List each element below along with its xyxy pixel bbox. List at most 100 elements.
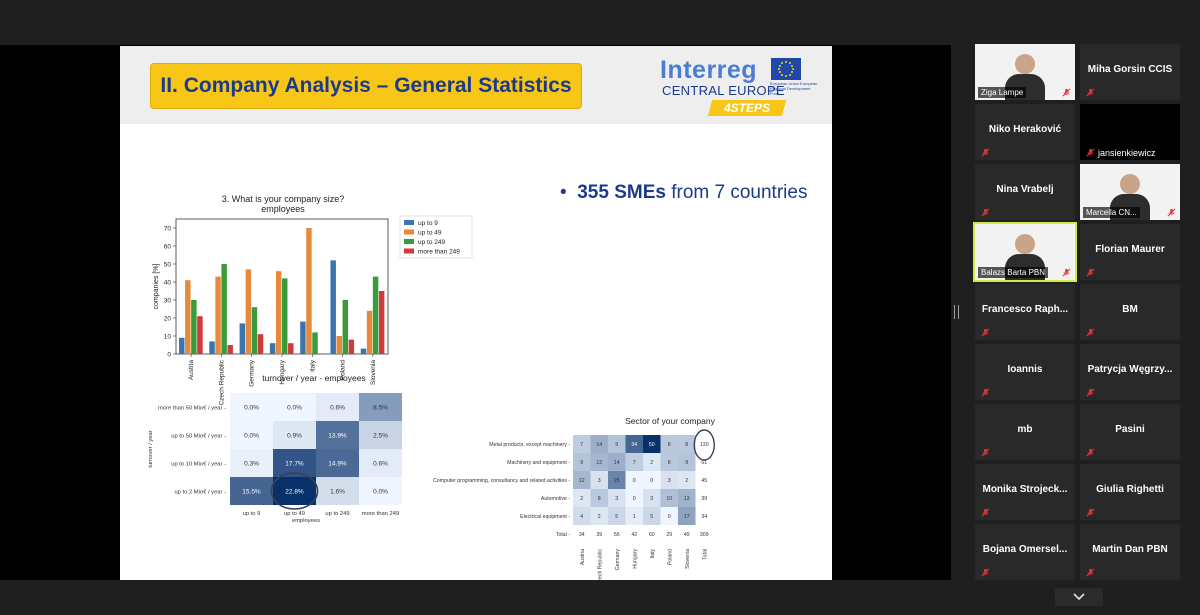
- participant-tile[interactable]: jansienkiewicz: [1080, 104, 1180, 160]
- heatmap-title: Sector of your company: [625, 416, 716, 426]
- heatmap-cell: [316, 449, 359, 477]
- participant-name: mb: [1017, 424, 1033, 435]
- col-label: Germany: [615, 549, 621, 571]
- cell-label: 0.0%: [287, 405, 302, 412]
- row-label: Automotive -: [541, 496, 570, 502]
- participant-tile[interactable]: Martin Dan PBN: [1080, 524, 1180, 580]
- cell-label: 42: [631, 532, 637, 538]
- heatmap-cell: [695, 489, 713, 507]
- bar-italy-1: [306, 228, 312, 354]
- cell-label: 50: [649, 442, 655, 448]
- cell-label: 13: [684, 496, 690, 502]
- heatmap-cell: [660, 453, 678, 471]
- cell-label: 5: [650, 514, 653, 520]
- cell-label: 3: [598, 478, 601, 484]
- bar-poland-2: [342, 300, 349, 354]
- participant-tile[interactable]: Ioannis: [975, 344, 1075, 400]
- col-label: up to 249: [325, 511, 349, 517]
- bar-czech-republic-3: [227, 345, 233, 354]
- col-label: Poland: [667, 549, 673, 565]
- heatmap-cell: [608, 507, 626, 525]
- heatmap-cell: [625, 453, 643, 471]
- cell-label: 0: [633, 496, 636, 502]
- eu-fund-text: European Union European Regional Develop…: [770, 81, 818, 96]
- cell-label: 8.5%: [373, 405, 388, 412]
- heatmap-cell: [678, 507, 696, 525]
- bar-germany-0: [239, 323, 246, 354]
- heatmap-cell: [625, 489, 643, 507]
- participant-tile[interactable]: Bojana Omersel...: [975, 524, 1075, 580]
- cell-label: 8: [668, 460, 671, 466]
- participant-tile[interactable]: Niko Heraković: [975, 104, 1075, 160]
- heatmap-cell: [678, 525, 696, 543]
- participant-tile[interactable]: Marcella CN...: [1080, 164, 1180, 220]
- participant-tile[interactable]: Miha Gorsin CCIS: [1080, 44, 1180, 100]
- heatmap-cell: [573, 525, 591, 543]
- heatmap-cell: [316, 393, 359, 421]
- participant-tile[interactable]: Giulia Righetti: [1080, 464, 1180, 520]
- row-label: up to 2 Mio€ / year -: [174, 490, 226, 496]
- muted-mic-icon: [1086, 508, 1095, 517]
- slide-title: II. Company Analysis – General Statistic…: [160, 74, 572, 97]
- x-tick-label: Germany: [249, 359, 256, 386]
- heatmap-cell: [359, 477, 402, 505]
- participant-tile[interactable]: Patrycja Węgrzy...: [1080, 344, 1180, 400]
- participant-tile[interactable]: Pasini: [1080, 404, 1180, 460]
- cell-label: 12: [579, 478, 585, 484]
- x-tick-label: Poland: [340, 360, 347, 381]
- heatmap-cell: [643, 453, 661, 471]
- participant-name: Marcella CN...: [1083, 207, 1140, 218]
- heatmap-cell: [590, 489, 608, 507]
- cell-label: 1.6%: [330, 489, 345, 496]
- y-tick-label: 60: [164, 244, 172, 251]
- muted-mic-icon: [1086, 448, 1095, 457]
- panel-resize-handle[interactable]: [954, 305, 959, 319]
- heatmap-cell: [359, 421, 402, 449]
- eu-flag-icon: [771, 58, 801, 80]
- muted-mic-icon: [1086, 88, 1095, 97]
- muted-mic-icon: [1062, 268, 1071, 277]
- participant-name: Miha Gorsin CCIS: [1087, 64, 1173, 75]
- row-label: Electrical equipment -: [520, 514, 570, 520]
- heatmap-cell: [660, 471, 678, 489]
- turnover-heatmap: turnover / year - employees 0.0% 0.0% 0.6% 8…: [148, 373, 402, 524]
- heatmap-cell: [590, 525, 608, 543]
- heatmap-cell: [573, 435, 591, 453]
- participant-tile[interactable]: Florian Maurer: [1080, 224, 1180, 280]
- row-label: Total -: [556, 532, 570, 538]
- heatmap-cell: [608, 435, 626, 453]
- expand-gallery-button[interactable]: [1055, 588, 1103, 606]
- cell-label: 0.3%: [244, 461, 259, 468]
- heatmap-cell: [273, 477, 316, 505]
- y-tick-label: 20: [164, 316, 172, 323]
- heatmap-cell: [573, 453, 591, 471]
- col-label: more than 249: [362, 511, 399, 517]
- participant-tile[interactable]: Francesco Raph...: [975, 284, 1075, 340]
- participant-tile[interactable]: Nina Vrabelj: [975, 164, 1075, 220]
- x-tick-label: Italy: [309, 359, 316, 372]
- cell-label: 0.0%: [244, 405, 259, 412]
- cell-label: 0.9%: [287, 433, 302, 440]
- bar-slovenia-1: [366, 310, 373, 354]
- heatmap-cell: [643, 507, 661, 525]
- cell-label: 45: [701, 478, 707, 484]
- cell-label: 2: [598, 514, 601, 520]
- cell-label: 0.0%: [373, 489, 388, 496]
- bar-germany-3: [257, 334, 264, 354]
- col-label: Total: [702, 549, 708, 560]
- col-label: Czech Republic: [597, 549, 603, 580]
- participant-tile[interactable]: Balazs Barta PBN: [973, 222, 1077, 282]
- cell-label: 22.8%: [285, 489, 304, 496]
- participant-tile[interactable]: BM: [1080, 284, 1180, 340]
- cell-label: 14: [614, 460, 620, 466]
- participant-tile[interactable]: Ziga Lampe: [975, 44, 1075, 100]
- legend-swatch: [404, 248, 414, 254]
- y-axis-label: companies [%]: [153, 263, 160, 309]
- x-tick-label: Austria: [188, 360, 195, 381]
- bar-austria-2: [191, 300, 197, 354]
- participant-name: Patrycja Węgrzy...: [1087, 364, 1173, 375]
- participant-tile[interactable]: Monika Strojeck...: [975, 464, 1075, 520]
- participant-tile[interactable]: mb: [975, 404, 1075, 460]
- participant-name: Nina Vrabelj: [996, 184, 1054, 195]
- row-label: up to 50 Mio€ / year -: [171, 434, 226, 440]
